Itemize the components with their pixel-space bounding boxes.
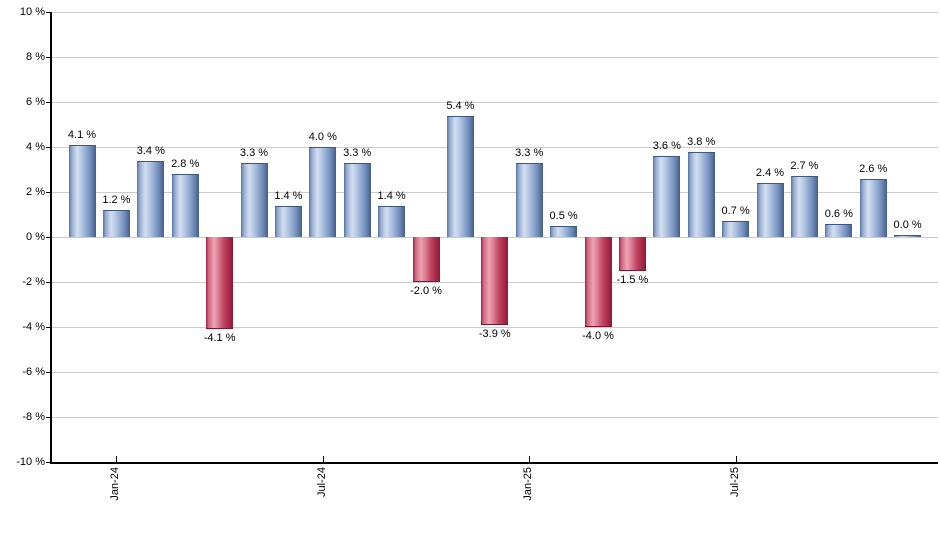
x-tick-label: Jul-25 xyxy=(728,467,741,497)
bar-value-label: -2.0 % xyxy=(410,285,442,297)
bar xyxy=(790,176,818,237)
y-tick-label: -2 % xyxy=(22,275,45,288)
bar xyxy=(756,183,784,237)
x-tick-label: Jul-24 xyxy=(315,467,328,497)
bar-value-label: 3.4 % xyxy=(136,144,165,157)
bar-value-label: 0.5 % xyxy=(549,209,578,222)
bar-value-label: 1.2 % xyxy=(102,194,131,206)
y-tick-label: -8 % xyxy=(22,410,45,423)
y-axis-tick xyxy=(46,327,50,328)
bar xyxy=(722,221,750,237)
bar xyxy=(171,174,199,237)
y-axis-tick xyxy=(46,282,50,283)
bar xyxy=(825,223,853,237)
bar xyxy=(206,237,234,330)
bar xyxy=(653,156,681,237)
bar xyxy=(550,225,578,237)
gridline xyxy=(50,56,938,58)
bar-value-label: 3.3 % xyxy=(343,146,372,159)
x-axis-line xyxy=(50,462,938,464)
bar-value-label: 0.0 % xyxy=(893,219,922,231)
y-axis-tick xyxy=(46,417,50,418)
bar-value-label: 3.8 % xyxy=(687,135,716,148)
bar xyxy=(68,144,96,237)
bar xyxy=(137,160,165,237)
x-axis-tick xyxy=(735,456,737,462)
y-axis-tick xyxy=(46,462,50,463)
y-axis-tick xyxy=(46,192,50,193)
x-axis-tick xyxy=(529,456,531,462)
bar-value-label: 4.1 % xyxy=(67,128,97,141)
bar xyxy=(309,147,337,237)
y-tick-label: -10 % xyxy=(16,455,45,468)
bar-value-label: 0.6 % xyxy=(824,207,853,220)
bar xyxy=(378,205,406,237)
bar-value-label: 3.6 % xyxy=(652,140,681,152)
bar xyxy=(446,115,474,237)
y-tick-label: 10 % xyxy=(19,5,45,18)
gridline xyxy=(50,11,938,13)
bar xyxy=(618,237,646,271)
y-tick-label: 4 % xyxy=(26,140,45,153)
bar-value-label: 2.8 % xyxy=(171,158,200,170)
bar-value-label: 5.4 % xyxy=(446,99,475,112)
gridline xyxy=(50,191,938,193)
bar-value-label: -1.5 % xyxy=(616,273,649,286)
bar-value-label: 1.4 % xyxy=(274,189,303,202)
y-tick-label: 2 % xyxy=(26,185,45,198)
bar xyxy=(102,210,130,237)
y-axis-tick xyxy=(46,147,50,148)
x-axis-tick xyxy=(116,456,118,462)
y-tick-label: 0 % xyxy=(26,230,45,243)
y-tick-label: -4 % xyxy=(22,320,45,333)
bar-value-label: 3.3 % xyxy=(239,146,269,159)
y-axis-tick xyxy=(46,12,50,13)
bar xyxy=(584,237,612,327)
bar xyxy=(274,205,302,237)
y-tick-label: -6 % xyxy=(22,365,45,378)
y-axis-tick xyxy=(46,57,50,58)
bar xyxy=(343,162,371,237)
y-axis-tick xyxy=(46,372,50,373)
gridline xyxy=(50,371,938,373)
bar-value-label: 4.0 % xyxy=(308,131,337,143)
bar-value-label: -4.0 % xyxy=(582,330,614,342)
bar-value-label: 2.7 % xyxy=(790,160,819,173)
y-tick-label: 6 % xyxy=(26,95,45,108)
x-tick-label: Jan-24 xyxy=(109,467,122,501)
x-tick-label: Jan-25 xyxy=(522,467,535,501)
gridline xyxy=(50,146,938,148)
y-axis-tick xyxy=(46,102,50,103)
bar xyxy=(240,162,268,237)
bar xyxy=(894,235,922,237)
bar-value-label: 0.7 % xyxy=(721,205,750,218)
bar xyxy=(687,151,715,237)
bar-value-label: 1.4 % xyxy=(377,189,406,202)
x-axis-tick xyxy=(322,456,324,462)
y-axis-line xyxy=(50,12,52,462)
bar xyxy=(412,237,440,282)
gridline xyxy=(50,416,938,418)
bar-value-label: 3.3 % xyxy=(515,146,544,159)
bar-value-label: -3.9 % xyxy=(478,327,511,340)
bar xyxy=(859,178,887,237)
y-tick-label: 8 % xyxy=(26,50,45,63)
bar-value-label: -4.1 % xyxy=(203,332,236,345)
bar-value-label: 2.6 % xyxy=(859,162,888,175)
bar xyxy=(481,237,509,325)
gridline xyxy=(50,101,938,103)
bar-value-label: 2.4 % xyxy=(755,167,785,179)
bar xyxy=(515,162,543,237)
gridline xyxy=(50,326,938,328)
y-axis-tick xyxy=(46,237,50,238)
